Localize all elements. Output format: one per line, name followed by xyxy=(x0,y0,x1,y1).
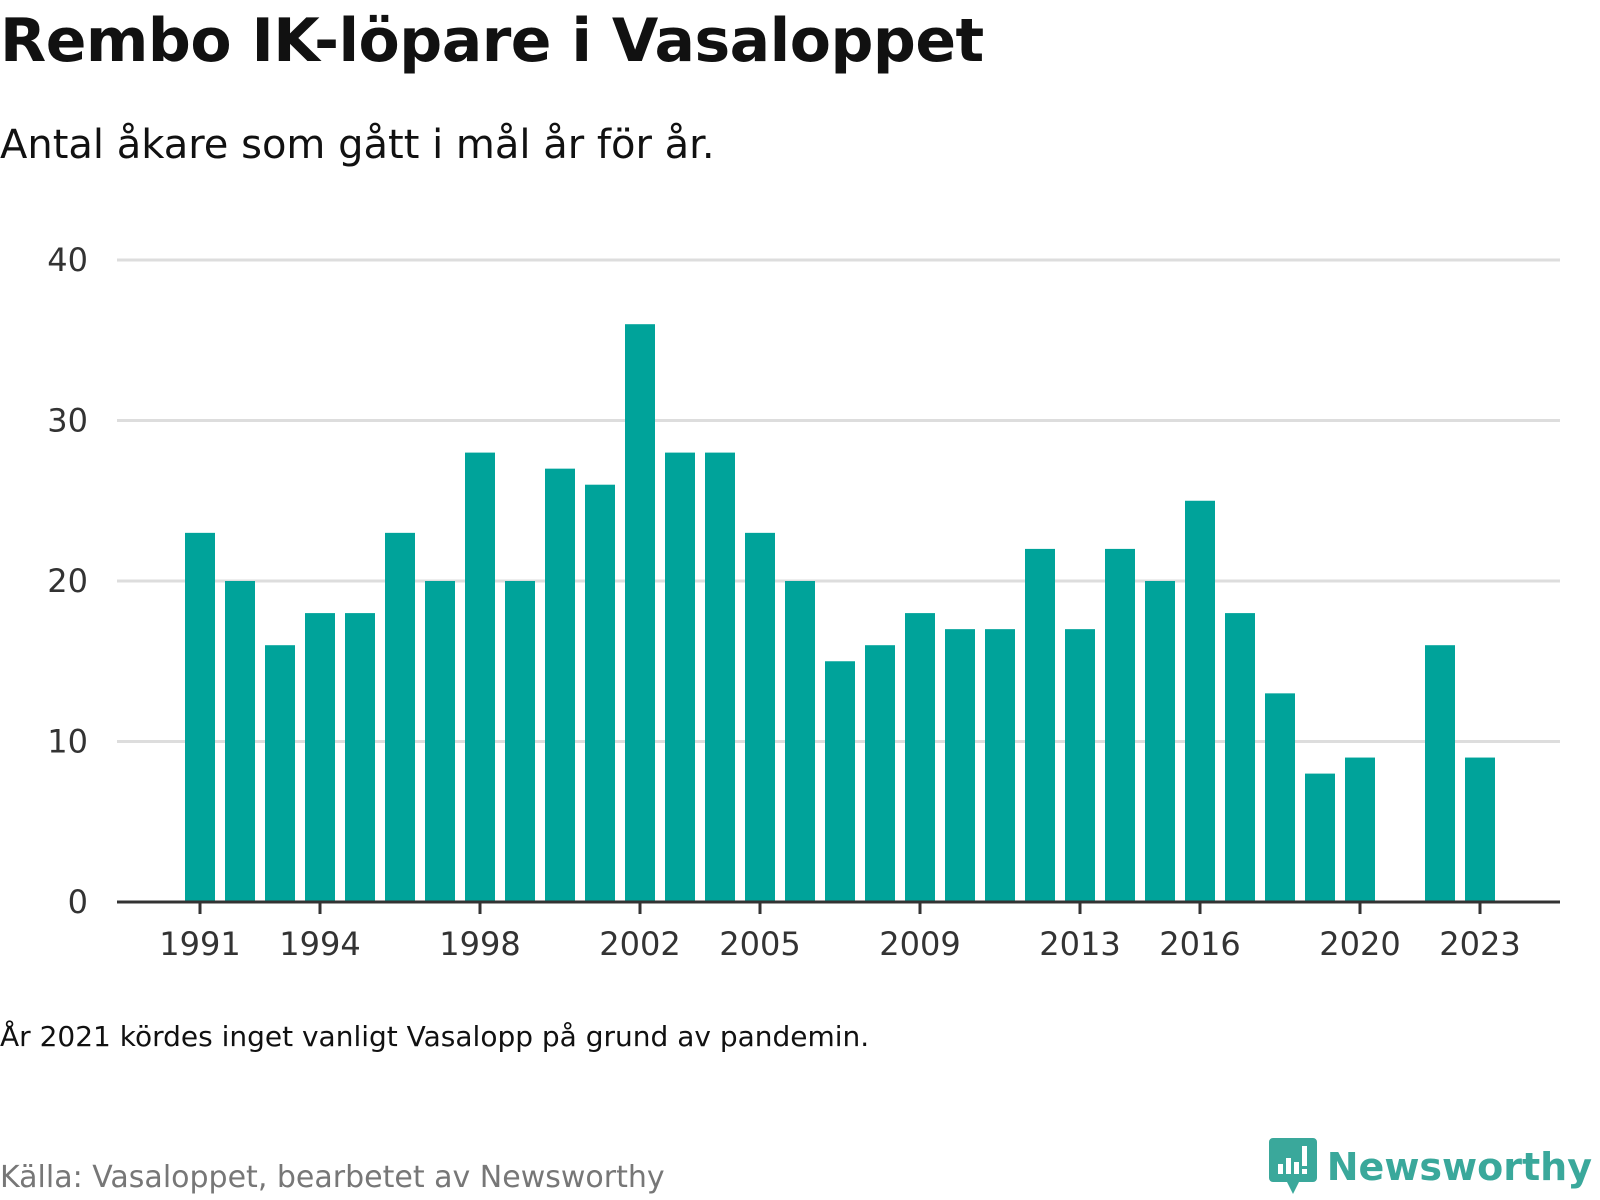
source-credit: Källa: Vasaloppet, bearbetet av Newswort… xyxy=(0,1160,665,1195)
bar xyxy=(665,452,695,902)
brand-name: Newsworthy xyxy=(1326,1145,1592,1189)
y-tick-label: 20 xyxy=(47,562,88,600)
x-tick-label: 2002 xyxy=(599,925,680,963)
x-tick-label: 2023 xyxy=(1439,925,1520,963)
x-tick-label: 1991 xyxy=(159,925,240,963)
bar xyxy=(985,629,1015,902)
bar xyxy=(945,629,975,902)
x-tick-label: 2016 xyxy=(1159,925,1240,963)
y-tick-label: 0 xyxy=(68,883,88,921)
bar xyxy=(905,613,935,902)
bar xyxy=(345,613,375,902)
bar xyxy=(1465,757,1495,902)
bar xyxy=(425,581,455,902)
bar xyxy=(545,468,575,902)
brand-logo: Newsworthy xyxy=(1268,1138,1592,1196)
x-tick-label: 1998 xyxy=(439,925,520,963)
bar xyxy=(1105,548,1135,902)
bar xyxy=(465,452,495,902)
bar xyxy=(785,581,815,902)
x-tick-label: 2005 xyxy=(719,925,800,963)
x-tick-label: 2013 xyxy=(1039,925,1120,963)
newsworthy-logo-icon xyxy=(1268,1138,1317,1194)
bar xyxy=(1225,613,1255,902)
bar xyxy=(865,645,895,902)
y-tick-label: 40 xyxy=(47,241,88,279)
bar xyxy=(705,452,735,902)
x-axis-ticks: 1991 1994 1998 2002 2005 2009 2013 2016 2020 2023 xyxy=(159,902,1521,963)
bar xyxy=(265,645,295,902)
bar xyxy=(745,532,775,902)
chart-subtitle: Antal åkare som gått i mål år för år. xyxy=(0,122,715,168)
bar xyxy=(1145,581,1175,902)
bar xyxy=(1185,500,1215,902)
x-tick-label: 1994 xyxy=(279,925,360,963)
x-tick-label: 2020 xyxy=(1319,925,1400,963)
bar xyxy=(585,484,615,902)
bar xyxy=(305,613,335,902)
bar xyxy=(185,532,215,902)
bar xyxy=(505,581,535,902)
bar xyxy=(1065,629,1095,902)
bar xyxy=(825,661,855,902)
y-axis-ticks: 0 10 20 30 40 xyxy=(47,241,88,921)
bar xyxy=(1425,645,1455,902)
bar xyxy=(1265,693,1295,902)
y-tick-label: 10 xyxy=(47,723,88,761)
bar xyxy=(225,581,255,902)
bar xyxy=(625,324,655,902)
x-tick-label: 2009 xyxy=(879,925,960,963)
bar xyxy=(1305,773,1335,902)
bars xyxy=(185,324,1495,902)
chart-title: Rembo IK-löpare i Vasaloppet xyxy=(0,6,984,76)
bar xyxy=(385,532,415,902)
bar xyxy=(1025,548,1055,902)
footnote: År 2021 kördes inget vanligt Vasalopp på… xyxy=(0,1020,870,1053)
y-tick-label: 30 xyxy=(47,402,88,440)
bar-chart: 0 10 20 30 40 1991 1994 1998 2002 2005 2009 2013 20… xyxy=(47,241,1560,963)
bar xyxy=(1345,757,1375,902)
